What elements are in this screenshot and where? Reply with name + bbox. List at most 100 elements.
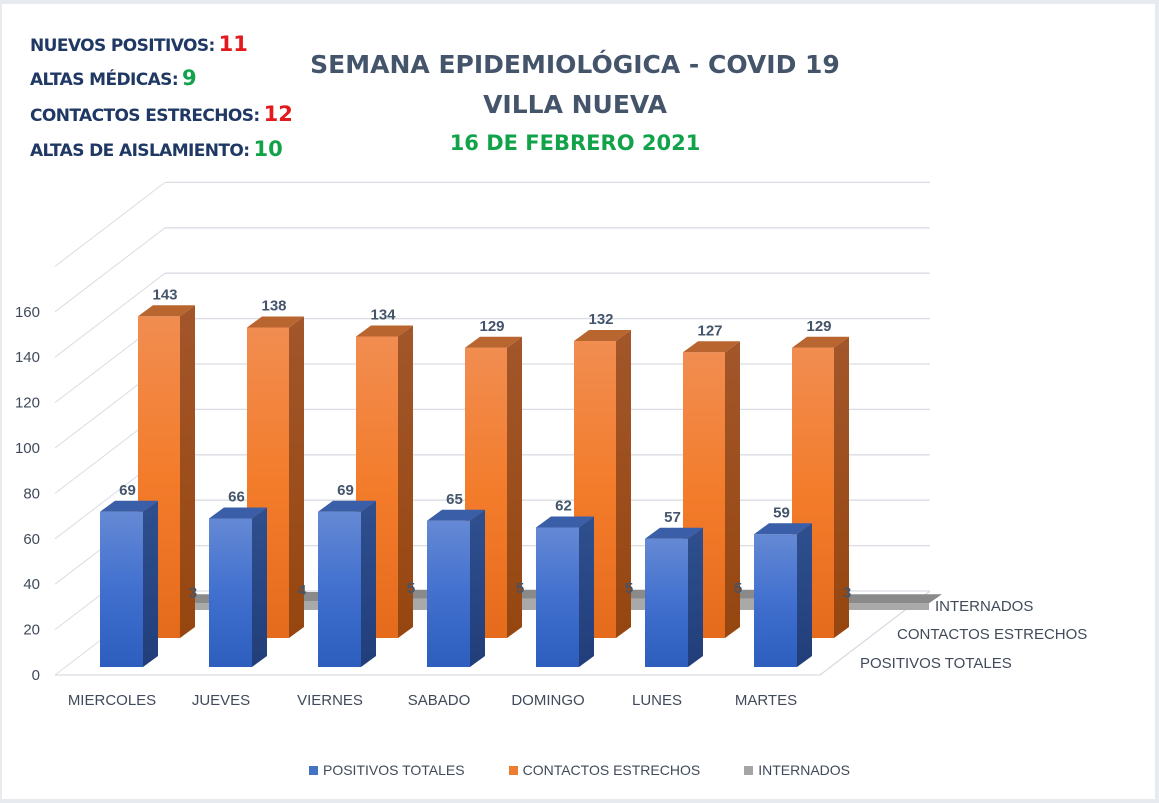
bar-contactos-side [725,341,740,638]
bar-positivos [209,518,252,667]
stat-altas-medicas: ALTAS MÉDICAS: 9 [30,66,197,90]
bar-positivos-side [470,509,485,667]
bar-contactos-side [289,316,304,638]
y-tick-label: 0 [32,667,40,684]
data-label: 129 [806,318,831,335]
bar-contactos-top [138,305,195,317]
stat-label: ALTAS DE AISLAMIENTO: [30,141,250,161]
stat-label: ALTAS MÉDICAS: [30,70,179,90]
bar-positivos-top [100,500,158,512]
bar-positivos-top [754,523,812,535]
bar-contactos-top [792,336,849,348]
gridline-side [54,182,166,267]
legend-label: CONTACTOS ESTRECHOS [522,762,701,778]
bar-positivos-side [579,516,594,667]
legend-label: POSITIVOS TOTALES [322,762,465,778]
bar-contactos-side [834,336,849,638]
stat-value: 9 [182,66,197,90]
legend-label: INTERNADOS [758,762,851,778]
x-tick-label: MARTES [735,692,797,709]
bar-positivos-side [797,523,812,667]
data-label: 62 [555,498,572,515]
bar-positivos-side [361,500,376,667]
bar-positivos-top [209,507,267,519]
stat-value: 11 [218,32,248,56]
data-label: 143 [152,286,177,303]
bar-internados [829,603,929,610]
bar-positivos [100,511,143,667]
stat-altas-aislamiento: ALTAS DE AISLAMIENTO: 10 [30,137,283,161]
data-label: 5 [625,580,633,597]
data-label: 65 [446,491,463,508]
bar-positivos-side [252,507,267,667]
bar-positivos [645,538,688,667]
y-tick-label: 60 [23,531,40,548]
x-tick-label: VIERNES [297,692,363,709]
legend-item-internados: INTERNADOS [744,762,850,778]
data-label: 132 [588,311,613,328]
bar-contactos-side [180,305,195,638]
data-label: 129 [479,318,504,335]
data-label: 5 [516,580,524,597]
bar-positivos-top [318,500,376,512]
data-label: 5 [407,580,415,597]
legend-swatch [308,765,318,775]
data-label: 69 [337,482,354,499]
gridline-side [54,227,166,313]
y-tick-label: 40 [23,576,40,593]
legend-swatch [744,765,754,775]
y-tick-label: 160 [15,304,40,321]
bar-contactos-side [398,325,413,638]
bar-positivos [318,511,361,667]
bar-contactos-side [507,336,522,638]
data-label: 3 [189,584,197,601]
data-label: 59 [773,504,790,521]
depth-axis-label: CONTACTOS ESTRECHOS [897,626,1087,643]
bar-positivos [536,527,579,667]
data-label: 5 [734,580,742,597]
x-tick-label: LUNES [632,692,682,709]
y-tick-label: 20 [23,622,40,639]
stat-label: NUEVOS POSITIVOS: [30,36,215,56]
bar-positivos-top [645,527,703,539]
legend-item-positivos: POSITIVOS TOTALES [308,762,465,778]
data-label: 3 [843,584,851,601]
chart-date: 16 DE FEBRERO 2021 [449,131,701,155]
y-tick-label: 100 [15,440,40,457]
data-label: 66 [228,489,245,506]
data-label: 4 [298,582,307,599]
y-tick-label: 80 [23,485,40,502]
data-label: 138 [261,298,286,315]
stat-value: 10 [253,137,283,161]
chart-title: SEMANA EPIDEMIOLÓGICA - COVID 19 [310,50,840,79]
bar-contactos-top [247,316,304,328]
depth-axis-label: POSITIVOS TOTALES [860,655,1012,672]
bar-positivos [427,520,470,667]
data-label: 127 [697,322,722,339]
y-tick-label: 120 [15,395,40,412]
bar-positivos-side [143,500,158,667]
bar-positivos-side [688,527,703,667]
bar-contactos-top [683,341,740,353]
x-tick-label: JUEVES [192,692,250,709]
bar-contactos-side [616,330,631,638]
legend: POSITIVOS TOTALES CONTACTOS ESTRECHOS IN… [0,762,1159,778]
legend-item-contactos: CONTACTOS ESTRECHOS [508,762,701,778]
stat-value: 12 [263,102,293,126]
legend-swatch [508,765,518,775]
gridline-side [54,272,166,358]
y-tick-label: 140 [15,349,40,366]
data-label: 57 [664,509,681,526]
bar-positivos [754,534,797,667]
x-tick-label: MIERCOLES [68,692,156,709]
data-label: 134 [370,307,396,324]
bar-contactos-top [356,325,413,337]
bar-positivos-top [427,509,485,521]
depth-axis-label: INTERNADOS [935,598,1033,615]
stat-label: CONTACTOS ESTRECHOS: [30,106,260,126]
bar-contactos-top [465,336,522,348]
chart-subtitle: VILLA NUEVA [483,90,667,119]
bar-contactos-top [574,330,631,341]
stat-nuevos-positivos: NUEVOS POSITIVOS: 11 [30,32,248,56]
